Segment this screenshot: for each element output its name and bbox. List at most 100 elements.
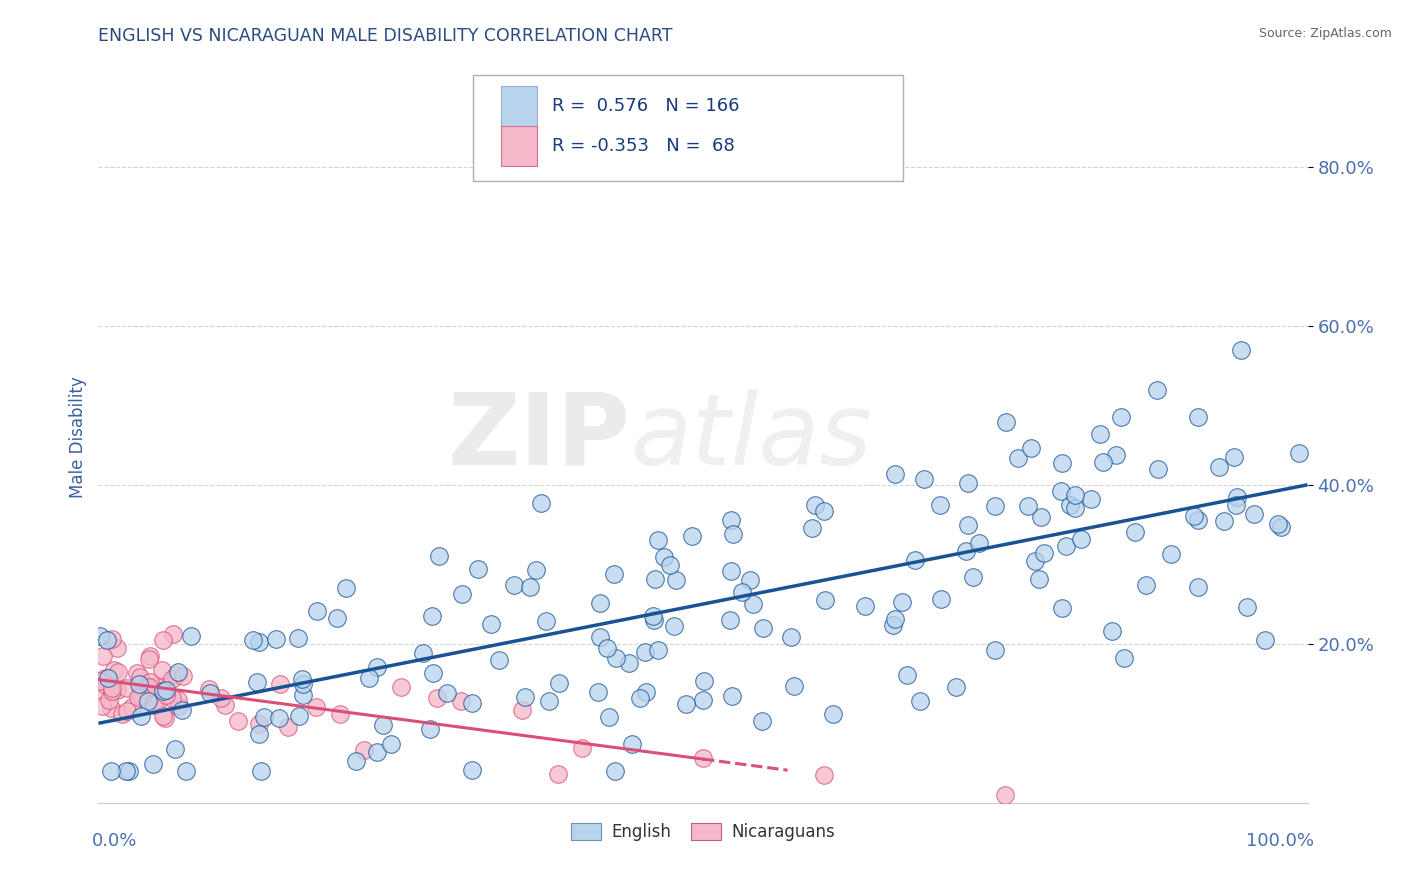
Point xyxy=(912,472,935,486)
Point xyxy=(1064,501,1087,516)
Point xyxy=(162,691,184,706)
Point xyxy=(467,562,489,576)
Point xyxy=(479,617,502,632)
Point xyxy=(962,569,984,583)
Point xyxy=(136,690,159,704)
Point xyxy=(586,685,609,699)
Point xyxy=(1225,498,1247,512)
Text: atlas: atlas xyxy=(630,389,872,485)
Point xyxy=(152,709,174,723)
Point xyxy=(644,573,666,587)
Point xyxy=(172,669,194,683)
Point xyxy=(647,643,669,657)
Point xyxy=(291,672,314,686)
Point xyxy=(180,629,202,643)
Point xyxy=(155,711,177,725)
Point xyxy=(1236,599,1258,614)
Point xyxy=(955,543,977,558)
Point xyxy=(1147,462,1170,476)
Point xyxy=(96,632,118,647)
Point xyxy=(720,513,742,527)
Point xyxy=(389,680,412,694)
Point xyxy=(138,652,160,666)
Point xyxy=(115,704,138,718)
Point xyxy=(742,597,765,611)
Point xyxy=(128,677,150,691)
Point xyxy=(198,686,221,700)
Point xyxy=(751,714,773,728)
Point xyxy=(366,660,388,674)
Point xyxy=(1243,507,1265,521)
Point xyxy=(129,689,152,703)
Point xyxy=(891,594,914,608)
Point xyxy=(519,580,541,594)
Point xyxy=(1135,578,1157,592)
Point xyxy=(412,646,434,660)
Point xyxy=(813,593,835,607)
Point xyxy=(1270,520,1292,534)
Point xyxy=(692,750,714,764)
Point xyxy=(266,632,288,647)
Point xyxy=(1028,572,1050,586)
Point xyxy=(329,707,352,722)
Point xyxy=(155,682,177,697)
Point xyxy=(882,618,904,632)
Point xyxy=(152,684,174,698)
Point xyxy=(1105,449,1128,463)
Point xyxy=(1050,600,1073,615)
Point xyxy=(160,672,183,686)
Point xyxy=(420,608,443,623)
Point xyxy=(1033,546,1056,560)
Point xyxy=(450,587,472,601)
Text: R = -0.353   N =  68: R = -0.353 N = 68 xyxy=(551,137,734,155)
Point xyxy=(269,711,291,725)
Point xyxy=(136,694,159,708)
Text: 0.0%: 0.0% xyxy=(93,832,138,850)
Point xyxy=(692,692,714,706)
Point xyxy=(752,621,775,635)
Point xyxy=(100,764,122,778)
Point xyxy=(419,722,441,736)
Point xyxy=(371,718,394,732)
Point xyxy=(1114,650,1136,665)
Point xyxy=(603,566,626,581)
Point xyxy=(253,709,276,723)
Point xyxy=(359,671,381,685)
Point xyxy=(139,674,162,689)
Point xyxy=(167,698,190,713)
Point xyxy=(138,680,160,694)
Point xyxy=(139,648,162,663)
Point xyxy=(247,727,270,741)
Point xyxy=(502,578,524,592)
Point xyxy=(131,708,153,723)
Point xyxy=(1187,513,1209,527)
Point xyxy=(292,688,315,702)
Text: ENGLISH VS NICARAGUAN MALE DISABILITY CORRELATION CHART: ENGLISH VS NICARAGUAN MALE DISABILITY CO… xyxy=(98,27,673,45)
Point xyxy=(172,703,194,717)
Point xyxy=(488,653,510,667)
Point xyxy=(1288,446,1310,460)
Point xyxy=(929,592,952,607)
Point xyxy=(1080,491,1102,506)
Point xyxy=(146,694,169,708)
Point xyxy=(247,716,270,731)
Point xyxy=(107,665,129,680)
Point xyxy=(1226,490,1249,504)
Point xyxy=(1031,510,1053,524)
Point xyxy=(427,549,450,564)
Point xyxy=(152,680,174,694)
Point xyxy=(121,699,143,714)
Point xyxy=(1050,456,1073,470)
Point xyxy=(984,642,1007,657)
Point xyxy=(617,656,640,670)
Point xyxy=(305,605,328,619)
Point xyxy=(908,694,931,708)
Point xyxy=(105,640,128,655)
Point xyxy=(346,755,368,769)
FancyBboxPatch shape xyxy=(474,75,903,181)
Point xyxy=(90,683,112,698)
Point xyxy=(174,764,197,778)
Point xyxy=(101,684,124,698)
Point xyxy=(779,630,801,644)
Point xyxy=(605,651,627,665)
